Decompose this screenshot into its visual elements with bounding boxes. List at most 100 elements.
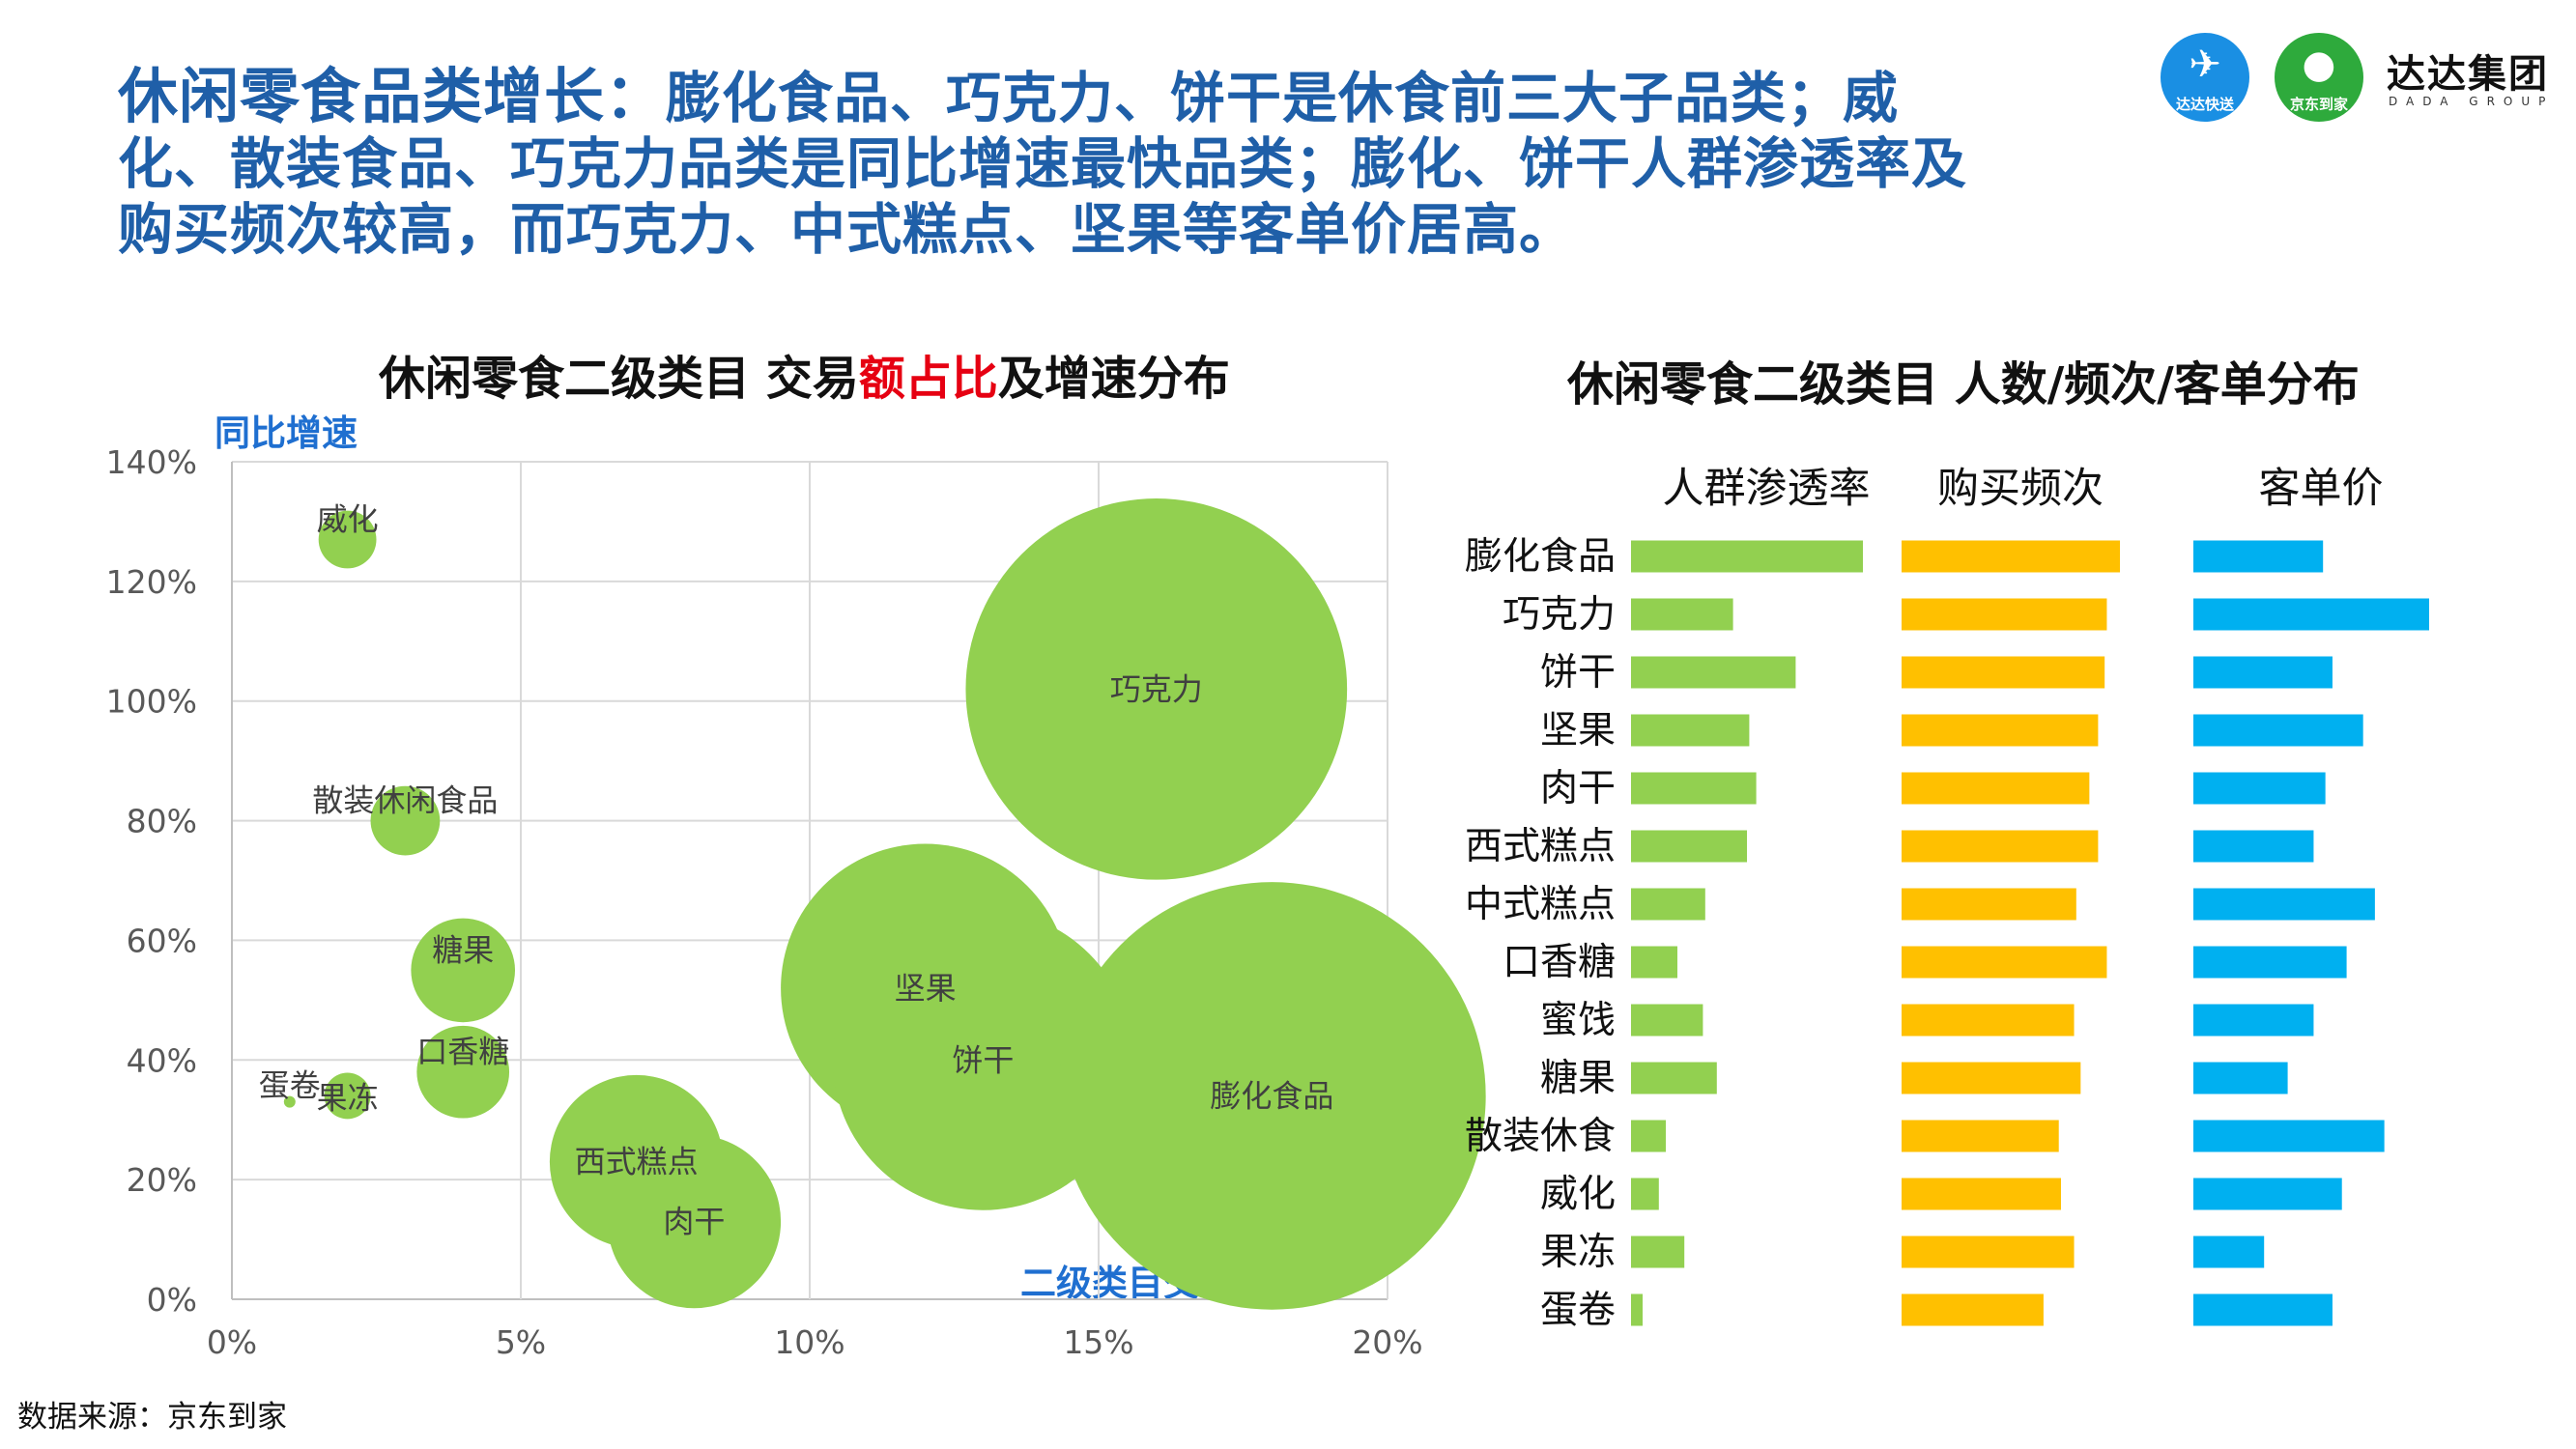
bar (1631, 598, 1733, 631)
headline: 休闲零食品类增长：膨化食品、巧克力、饼干是休食前三大子品类；威化、散装食品、巧克… (118, 64, 1973, 263)
bar (1902, 772, 2090, 805)
y-tick-label: 100% (106, 683, 197, 721)
bar (1631, 888, 1705, 921)
bubble (318, 510, 377, 569)
bar (1902, 598, 2107, 631)
bubble-label: 西式糕点 (575, 1144, 699, 1180)
bar (1631, 946, 1677, 979)
bar (1631, 714, 1750, 747)
category-label: 膨化食品 (1465, 535, 1616, 579)
y-tick-label: 120% (106, 563, 197, 601)
bubble-label: 果冻 (317, 1079, 379, 1116)
category-label: 口香糖 (1503, 941, 1616, 984)
y-tick-label: 0% (147, 1281, 197, 1319)
category-label: 散装休食 (1465, 1115, 1616, 1158)
jd-daojia-logo: ● 京东到家 (2275, 33, 2363, 122)
bubble-title-part-1: 休闲零食二级类目 交易 (379, 352, 859, 406)
jd-daojia-text: 京东到家 (2289, 96, 2348, 113)
category-label: 威化 (1540, 1173, 1616, 1216)
x-tick-label: 15% (1063, 1323, 1133, 1361)
bar (1631, 1236, 1685, 1268)
category-label: 蜜饯 (1540, 999, 1616, 1042)
bar (1631, 772, 1757, 805)
bubble-label: 散装休闲食品 (312, 782, 498, 819)
dada-express-logo: ✈ 达达快送 (2161, 33, 2249, 122)
bar (2193, 714, 2363, 747)
bar (1902, 540, 2120, 573)
bar (1902, 946, 2107, 979)
bar (1631, 1062, 1717, 1094)
bubble (324, 1072, 371, 1120)
bubble-label: 坚果 (895, 970, 957, 1007)
headline-body: 膨化食品、巧克力、饼干是休食前三大子品类；威化、散装食品、巧克力品类是同比增速最… (118, 67, 1967, 262)
bar (1631, 1004, 1703, 1037)
bar (2193, 772, 2326, 805)
bubble (416, 1025, 510, 1119)
bar (2193, 1236, 2265, 1268)
bar (1902, 830, 2099, 863)
bar (1902, 714, 2099, 747)
dog-mascot-icon: ● (2302, 43, 2336, 87)
bubble-label: 糖果 (432, 931, 494, 968)
category-label: 坚果 (1540, 709, 1616, 753)
y-tick-label: 20% (127, 1161, 197, 1199)
bar-chart-title: 休闲零食二级类目 人数/频次/客单分布 (1567, 357, 2360, 412)
bubble-label: 饼干 (952, 1041, 1014, 1078)
bar (1631, 1293, 1643, 1326)
series-header: 购买频次 (1937, 465, 2104, 513)
bar (2193, 540, 2324, 573)
bar (2193, 830, 2314, 863)
bubble (411, 918, 516, 1023)
bar (1902, 1120, 2059, 1152)
x-tick-label: 0% (207, 1323, 257, 1361)
bar (1902, 656, 2105, 689)
bubble-label: 口香糖 (416, 1034, 509, 1070)
bubble-tick-labels: 0% 20% 40% 60% 80% 100% 120% 140% 0% 5% 10% 15% 20% (106, 443, 1423, 1361)
bar (1902, 1178, 2061, 1210)
category-label: 西式糕点 (1465, 825, 1616, 868)
dada-express-text: 达达快送 (2175, 96, 2234, 113)
bar (1902, 1004, 2075, 1037)
category-label: 饼干 (1540, 651, 1616, 695)
bubble-label: 威化 (317, 501, 379, 538)
bar (2193, 656, 2333, 689)
bubble-title-highlight: 额占比 (858, 352, 998, 406)
category-label: 蛋卷 (1540, 1289, 1616, 1332)
x-tick-label: 10% (774, 1323, 844, 1361)
y-tick-label: 40% (127, 1041, 197, 1079)
bar (1902, 1236, 2075, 1268)
category-label: 果冻 (1540, 1231, 1616, 1274)
dada-group-english: DADA GROUP (2389, 95, 2555, 108)
bar (2193, 1178, 2342, 1210)
bubble (832, 909, 1133, 1210)
y-tick-label: 80% (127, 803, 197, 840)
bubble (283, 1095, 296, 1108)
bar-series-headers: 人群渗透率 购买频次 客单价 (1663, 465, 2384, 513)
bar (1902, 1293, 2044, 1326)
bar (2193, 598, 2429, 631)
bubble-label: 肉干 (663, 1203, 725, 1239)
y-tick-label: 60% (127, 922, 197, 959)
series-header: 客单价 (2259, 465, 2384, 513)
bubble (370, 785, 441, 856)
y-axis-caption: 同比增速 (215, 412, 358, 454)
category-label: 糖果 (1540, 1057, 1616, 1100)
bar (1631, 540, 1863, 573)
headline-lead: 休闲零食品类增长： (118, 61, 667, 131)
bar (2193, 1062, 2288, 1094)
bar (1631, 830, 1747, 863)
bar (2193, 1293, 2333, 1326)
bar (1631, 1120, 1666, 1152)
bar (1631, 1178, 1659, 1210)
category-label: 中式糕点 (1465, 883, 1616, 926)
bubble-label: 巧克力 (1110, 670, 1203, 707)
data-source: 数据来源：京东到家 (17, 1400, 287, 1435)
x-tick-label: 20% (1352, 1323, 1422, 1361)
bubble (965, 497, 1348, 880)
category-label: 肉干 (1540, 767, 1616, 810)
bubble (607, 1134, 782, 1309)
category-label: 巧克力 (1503, 593, 1616, 637)
bubble-label: 蛋卷 (259, 1067, 321, 1104)
